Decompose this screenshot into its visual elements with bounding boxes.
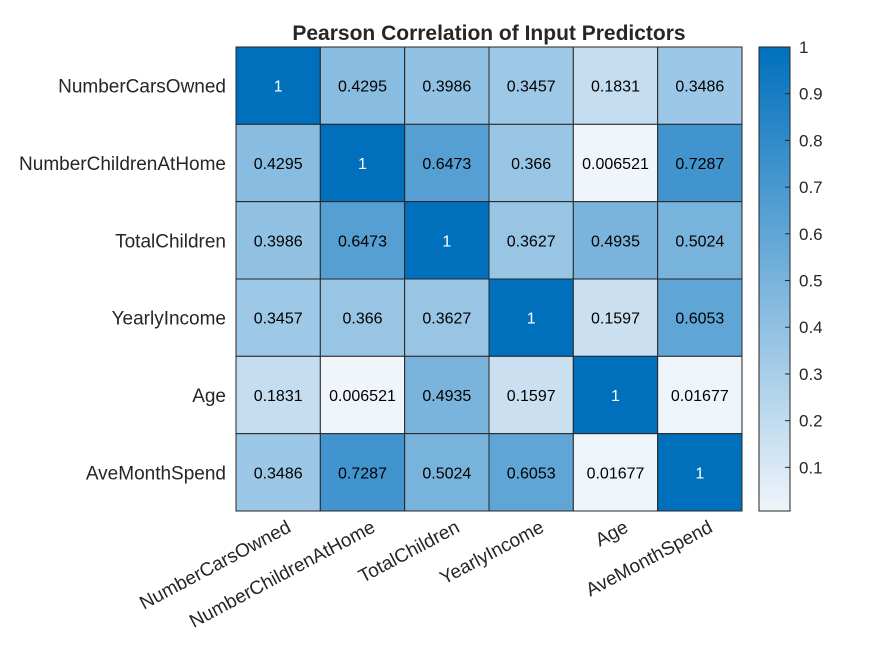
row-label: TotalChildren: [115, 231, 226, 252]
cell-value-label: 0.3457: [254, 311, 303, 328]
heatmap-cell: [319, 123, 406, 203]
colorbar-tick-label: 0.7: [799, 178, 823, 197]
column-labels: NumberCarsOwnedNumberChildrenAtHomeTotal…: [136, 517, 716, 633]
cell-value-label: 0.006521: [329, 388, 396, 405]
cell-value-label: 0.6053: [675, 311, 724, 328]
heatmap-cell: [235, 355, 321, 435]
cell-value-label: 1: [358, 156, 367, 173]
cell-value-label: 0.3627: [422, 311, 471, 328]
heatmap-cell: [404, 278, 490, 357]
heatmap-cell: [488, 278, 574, 357]
heatmap-cell: [319, 201, 406, 280]
colorbar-gradient: [758, 46, 791, 512]
heatmap-cell: [572, 433, 659, 512]
colorbar-tick-label: 0.5: [799, 272, 823, 291]
heatmap-cell: [657, 46, 743, 125]
column-label: Age: [592, 517, 632, 551]
colorbar: 0.1 0.2 0.3 0.4 0.5 0.6 0.7 0.8 0.9 1: [758, 38, 823, 512]
cell-value-label: 0.4295: [254, 156, 303, 173]
heatmap-cell: [488, 201, 574, 280]
cell-value-label: 0.4295: [338, 79, 387, 96]
cell-value-label: 0.366: [342, 311, 382, 328]
heatmap-cell: [235, 46, 321, 125]
cell-value-label: 0.7287: [338, 465, 387, 482]
row-label: AveMonthSpend: [86, 463, 226, 484]
colorbar-tick-label: 0.3: [799, 365, 823, 384]
heatmap-cell: [572, 201, 659, 280]
row-label: NumberChildrenAtHome: [19, 154, 226, 175]
cell-value-label: 0.4935: [422, 388, 471, 405]
colorbar-tick-label: 0.8: [799, 131, 823, 150]
heatmap-grid: 1 0.4295 0.3986 0.3457 0.1831 0.3486 0.4295 1 0.…: [235, 46, 743, 512]
cell-value-label: 0.3986: [422, 79, 471, 96]
heatmap-cell: [572, 278, 659, 357]
cell-value-label: 1: [274, 79, 283, 96]
cell-value-label: 1: [695, 465, 704, 482]
cell-value-label: 1: [611, 388, 620, 405]
heatmap-cell: [572, 355, 659, 435]
heatmap-cell: [657, 123, 743, 203]
heatmap-cell: [404, 46, 490, 125]
heatmap-cell: [319, 46, 406, 125]
heatmap-cell: [488, 46, 574, 125]
heatmap-cell: [657, 201, 743, 280]
heatmap-cell: [319, 278, 406, 357]
cell-value-label: 0.3457: [507, 79, 556, 96]
cell-value-label: 0.6053: [507, 465, 556, 482]
cell-value-label: 0.4935: [591, 233, 640, 250]
cell-value-label: 0.5024: [675, 233, 724, 250]
heatmap-cell: [488, 433, 574, 512]
cell-value-label: 0.3486: [675, 79, 724, 96]
cell-value-label: 0.01677: [587, 465, 645, 482]
heatmap-cell: [404, 355, 490, 435]
colorbar-tick-label: 0.9: [799, 85, 823, 104]
chart-title: Pearson Correlation of Input Predictors: [292, 22, 685, 45]
cell-value-label: 0.1831: [254, 388, 303, 405]
cell-value-label: 1: [442, 233, 451, 250]
heatmap-cell: [235, 278, 321, 357]
heatmap-cell: [235, 201, 321, 280]
cell-value-label: 1: [527, 311, 536, 328]
cell-value-label: 0.1831: [591, 79, 640, 96]
cell-value-label: 0.7287: [675, 156, 724, 173]
cell-value-label: 0.006521: [582, 156, 649, 173]
heatmap-cell: [657, 355, 743, 435]
cell-value-label: 0.1597: [591, 311, 640, 328]
row-label: NumberCarsOwned: [58, 77, 226, 98]
heatmap-cell: [657, 278, 743, 357]
row-label: YearlyIncome: [112, 309, 226, 330]
colorbar-tick-label: 1: [799, 38, 808, 57]
cell-value-label: 0.5024: [422, 465, 471, 482]
colorbar-tick-label: 0.1: [799, 458, 823, 477]
heatmap-cell: [488, 355, 574, 435]
colorbar-tick-label: 0.6: [799, 225, 823, 244]
cell-value-label: 0.6473: [422, 156, 471, 173]
colorbar-tick-label: 0.4: [799, 318, 823, 337]
cell-value-label: 0.6473: [338, 233, 387, 250]
heatmap-cell: [657, 433, 743, 512]
cell-value-label: 0.3986: [254, 233, 303, 250]
colorbar-tick-label: 0.2: [799, 412, 823, 431]
row-labels: NumberCarsOwned NumberChildrenAtHome Total…: [19, 77, 226, 485]
row-label: Age: [192, 386, 226, 407]
cell-value-label: 0.01677: [671, 388, 729, 405]
cell-value-label: 0.3627: [507, 233, 556, 250]
heatmap-cell: [488, 123, 574, 203]
cell-value-label: 0.366: [511, 156, 551, 173]
cell-value-label: 0.1597: [507, 388, 556, 405]
heatmap-cell: [572, 46, 659, 125]
cell-value-label: 0.3486: [254, 465, 303, 482]
heatmap-cell: [235, 433, 321, 512]
